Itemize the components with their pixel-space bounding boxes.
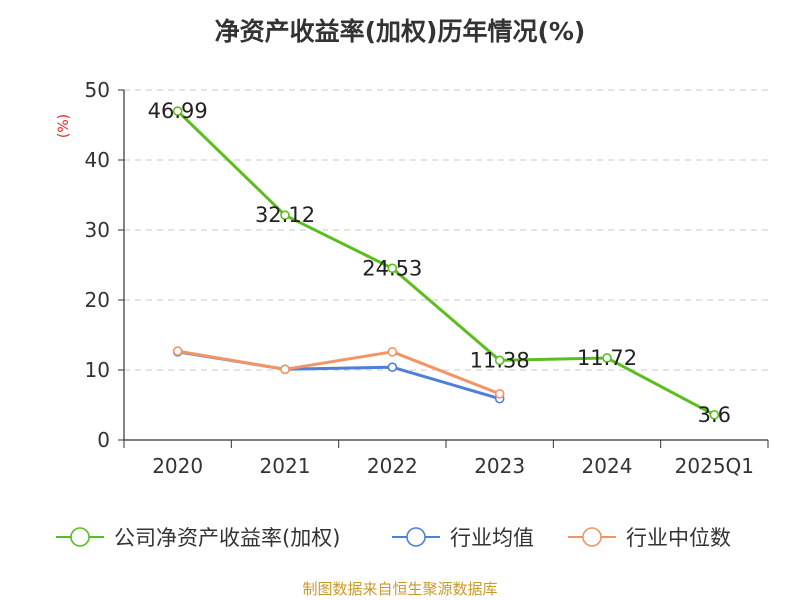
data-label: 24.53 (362, 256, 422, 280)
x-tick-label: 2022 (367, 454, 418, 478)
series-layer (172, 106, 720, 420)
x-tick-label: 2023 (474, 454, 525, 478)
legend-label: 公司净资产收益率(加权) (114, 526, 340, 550)
source-note: 制图数据来自恒生聚源数据库 (302, 580, 498, 598)
data-label: 11.38 (470, 348, 530, 372)
data-point (387, 346, 398, 357)
data-point (602, 353, 612, 363)
chart-title: 净资产收益率(加权)历年情况(%) (214, 17, 586, 46)
axis-layer: 0 10 20 30 40 50 (%) 2020 2021 2022 2023 2024 2025Q1 (56, 78, 769, 478)
data-point (172, 106, 183, 116)
legend-marker (406, 527, 426, 547)
data-point (387, 362, 398, 373)
data-label: 32.12 (255, 203, 315, 227)
legend-label: 行业均值 (450, 526, 534, 550)
x-tick-label: 2024 (582, 454, 633, 478)
legend-marker (70, 527, 90, 547)
y-tick-label: 20 (85, 288, 110, 312)
data-point (280, 210, 290, 220)
data-point (494, 388, 505, 399)
data-point (494, 355, 505, 366)
data-label-layer: 46.99 32.12 24.53 11.38 11.72 3.6 (148, 99, 731, 427)
y-axis-label: (%) (56, 114, 72, 138)
legend-marker (582, 527, 602, 547)
data-label: 3.6 (698, 403, 731, 427)
x-tick-label: 2025Q1 (675, 454, 754, 478)
y-tick-label: 30 (85, 218, 110, 242)
data-label: 46.99 (148, 99, 208, 123)
y-tick-label: 0 (97, 428, 110, 452)
grid-layer (124, 89, 768, 371)
data-point (387, 263, 398, 274)
y-tick-label: 50 (85, 78, 110, 102)
y-tick-label: 40 (85, 148, 110, 172)
series-line (177, 349, 501, 396)
y-tick-label: 10 (85, 358, 110, 382)
data-label: 11.72 (577, 346, 637, 370)
x-tick-label: 2020 (152, 454, 203, 478)
legend: 公司净资产收益率(加权) 行业均值 行业中位数 (56, 526, 731, 550)
data-point (172, 346, 183, 356)
legend-label: 行业中位数 (626, 526, 731, 550)
data-point (709, 409, 720, 420)
series-line (176, 109, 716, 417)
data-point (280, 364, 290, 375)
x-tick-label: 2021 (260, 454, 311, 478)
